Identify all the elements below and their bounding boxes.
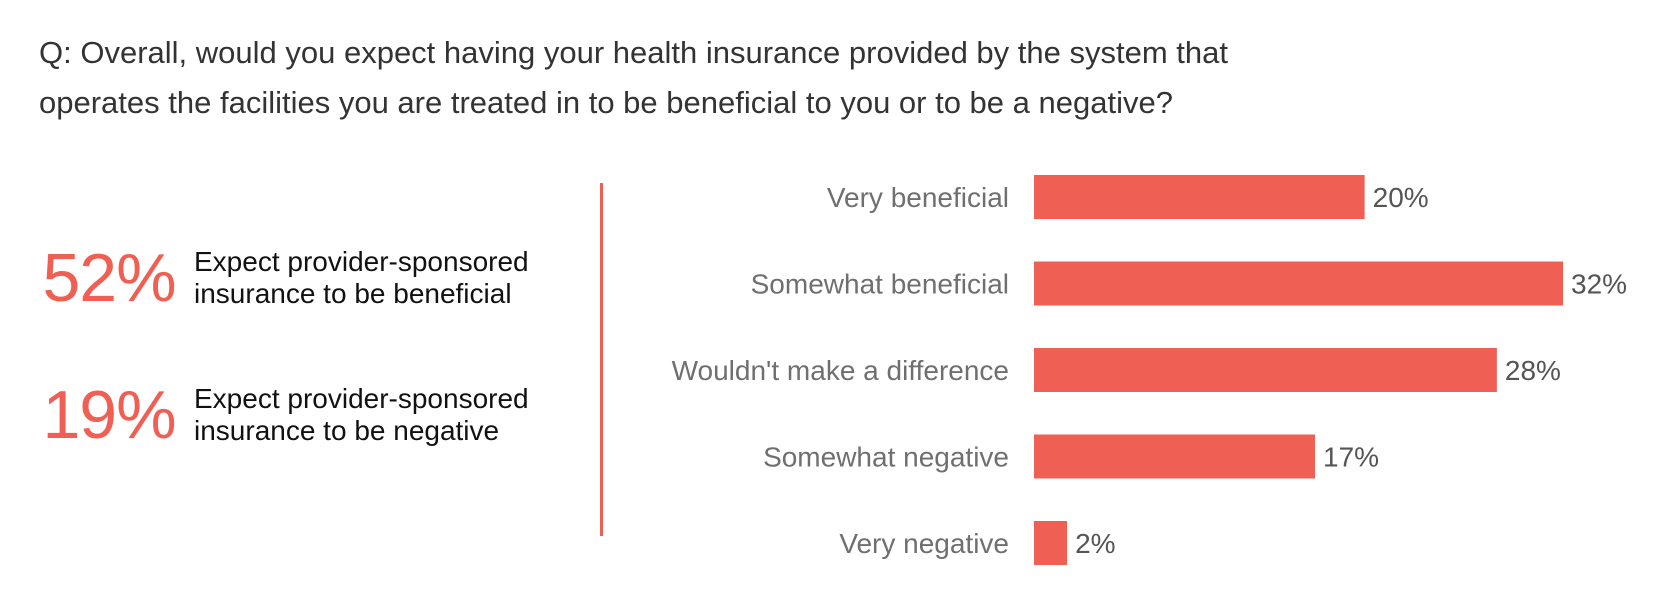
summary-beneficial-percent: 52% (42, 240, 176, 316)
bar (1034, 261, 1563, 306)
value-label: 2% (1075, 528, 1115, 559)
bar (1034, 434, 1316, 479)
category-label: Somewhat beneficial (751, 269, 1009, 300)
summary-negative-percent: 19% (42, 377, 176, 453)
value-label: 20% (1373, 182, 1429, 213)
summary-beneficial: 52% Expect provider-sponsored insurance … (30, 233, 590, 323)
value-label: 32% (1571, 269, 1627, 300)
value-label: 28% (1505, 355, 1561, 386)
summary-negative-text: Expect provider-sponsored insurance to b… (194, 383, 529, 446)
summary-beneficial-text: Expect provider-sponsored insurance to b… (194, 246, 529, 309)
category-label: Very beneficial (827, 182, 1009, 213)
bar (1034, 348, 1497, 392)
summary-negative: 19% Expect provider-sponsored insurance … (30, 370, 590, 460)
category-label: Very negative (839, 528, 1009, 559)
section-divider (600, 183, 603, 536)
category-label: Wouldn't make a difference (672, 355, 1009, 386)
value-label: 17% (1323, 442, 1379, 473)
bar (1034, 175, 1365, 219)
question-text: Q: Overall, would you expect having your… (39, 35, 1228, 120)
category-label: Somewhat negative (763, 442, 1009, 473)
bar (1034, 521, 1068, 565)
